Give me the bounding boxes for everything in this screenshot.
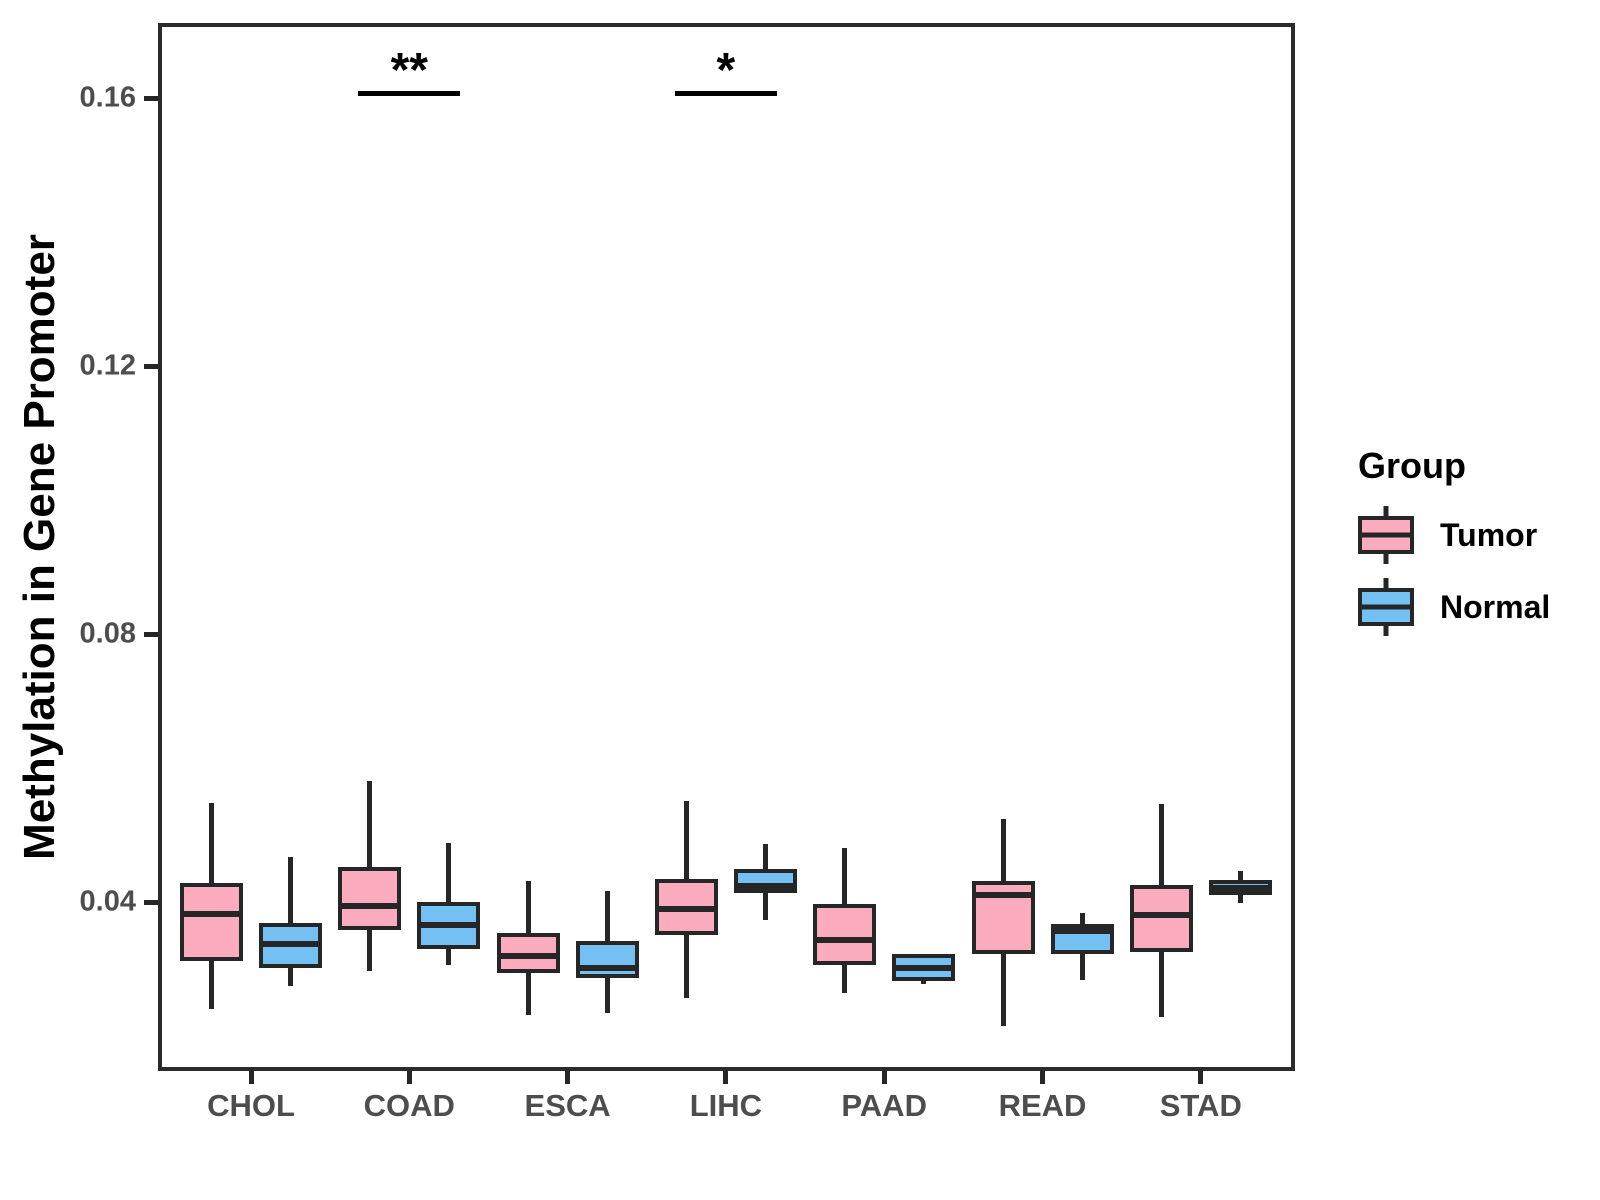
- y-tick-label: 0.12: [79, 349, 136, 382]
- x-tick-mark: [565, 1071, 571, 1084]
- boxplot-median-stad-normal: [1212, 885, 1268, 892]
- significance-bar-lihc: [674, 90, 777, 96]
- boxplot-box-paad-normal: [892, 954, 956, 981]
- boxplot-median-stad-tumor: [1133, 911, 1189, 918]
- x-axis-label-paad: PAAD: [841, 1088, 927, 1123]
- boxplot-box-lihc-tumor: [654, 879, 718, 935]
- legend-entry-tumor: Tumor: [1358, 506, 1550, 564]
- normal-boxplot-key-icon: [1358, 578, 1414, 636]
- boxplot-box-coad-normal: [417, 902, 481, 950]
- boxplot-median-coad-tumor: [342, 903, 398, 910]
- x-axis-label-coad: COAD: [363, 1088, 455, 1123]
- x-tick-mark: [1198, 1071, 1204, 1084]
- boxplot-box-lihc-normal: [733, 869, 797, 893]
- key-box: [1358, 516, 1414, 554]
- y-tick-mark: [144, 631, 158, 637]
- boxplot-box-paad-tumor: [813, 904, 877, 966]
- boxplot-median-read-normal: [1054, 927, 1110, 934]
- boxplot-box-chol-normal: [259, 922, 322, 968]
- x-tick-mark: [881, 1071, 887, 1084]
- boxplot-box-read-normal: [1050, 923, 1114, 955]
- boxplot-box-stad-normal: [1208, 880, 1272, 896]
- significance-bar-coad: [358, 90, 461, 96]
- boxplot-median-esca-normal: [579, 964, 635, 971]
- boxplot-box-coad-tumor: [338, 867, 402, 930]
- boxplot-median-paad-tumor: [817, 937, 873, 944]
- x-axis-label-chol: CHOL: [207, 1088, 295, 1123]
- y-tick-label: 0.16: [79, 81, 136, 114]
- y-tick-label: 0.08: [79, 617, 136, 650]
- x-axis-label-read: READ: [998, 1088, 1087, 1123]
- x-tick-mark: [248, 1071, 254, 1084]
- boxplot-box-read-tumor: [971, 880, 1035, 955]
- legend-entry-normal: Normal: [1358, 578, 1550, 636]
- boxplot-median-lihc-tumor: [658, 905, 714, 912]
- boxplot-median-chol-tumor: [184, 911, 239, 918]
- boxplot-whisker-chol-normal: [288, 857, 293, 986]
- boxplot-median-chol-normal: [263, 941, 318, 948]
- key-median-line: [1362, 532, 1410, 538]
- significance-label-lihc: *: [716, 44, 736, 98]
- key-box: [1358, 588, 1414, 626]
- y-tick-mark: [144, 899, 158, 905]
- boxplot-median-esca-tumor: [500, 953, 556, 960]
- x-axis-label-stad: STAD: [1159, 1088, 1242, 1123]
- boxplot-median-paad-normal: [896, 964, 952, 971]
- x-tick-mark: [1040, 1071, 1045, 1084]
- boxplot-box-esca-tumor: [496, 932, 560, 974]
- y-axis-title: Methylation in Gene Promoter: [15, 234, 64, 860]
- x-tick-mark: [723, 1071, 729, 1084]
- legend-label-tumor: Tumor: [1440, 517, 1538, 553]
- x-axis-label-esca: ESCA: [524, 1088, 611, 1123]
- y-tick-mark: [144, 95, 158, 101]
- plot-panel: [158, 23, 1295, 1071]
- boxplot-median-lihc-normal: [737, 882, 793, 889]
- y-tick-mark: [144, 363, 158, 369]
- significance-label-coad: **: [390, 44, 428, 98]
- boxplot-box-esca-normal: [575, 941, 639, 978]
- y-tick-label: 0.04: [79, 885, 136, 918]
- tumor-boxplot-key-icon: [1358, 506, 1414, 564]
- boxplot-median-read-tumor: [975, 892, 1031, 899]
- legend-label-normal: Normal: [1440, 589, 1551, 625]
- x-tick-mark: [406, 1071, 412, 1084]
- key-median-line: [1362, 604, 1410, 610]
- legend: Group Tumor Normal: [1358, 448, 1550, 650]
- boxplot-box-chol-tumor: [180, 882, 243, 962]
- legend-title: Group: [1358, 445, 1466, 486]
- x-axis-label-lihc: LIHC: [689, 1088, 763, 1123]
- boxplot-median-coad-normal: [421, 921, 477, 928]
- boxplot-box-stad-tumor: [1129, 884, 1193, 953]
